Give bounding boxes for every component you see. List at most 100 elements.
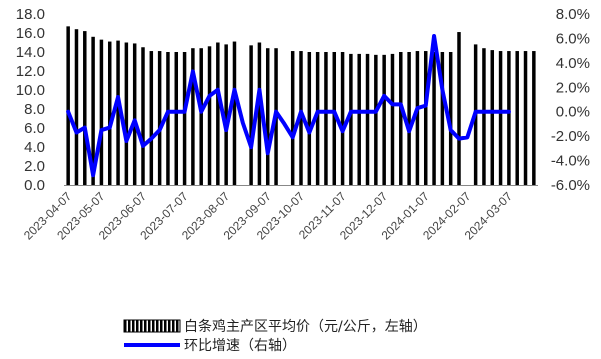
bar-27 [290, 51, 295, 185]
line-point-5 [108, 125, 112, 130]
left-tick-label: 18.0 [16, 6, 45, 23]
right-tick-label: 6.0% [556, 30, 590, 47]
bar-42 [415, 51, 420, 185]
left-tick-label: 16.0 [16, 25, 45, 42]
bar-47 [457, 32, 461, 185]
line-point-34 [349, 110, 353, 114]
bar-16 [199, 48, 203, 186]
bar-20 [232, 41, 237, 185]
line-point-52 [498, 110, 503, 114]
line-point-46 [449, 128, 453, 132]
line-point-48 [465, 135, 469, 139]
bar-4 [99, 39, 104, 186]
left-tick-label: 0.0 [24, 177, 45, 194]
line-point-47 [457, 136, 461, 141]
bar-22 [249, 45, 253, 185]
bar-51 [490, 50, 495, 185]
legend-swatch-bar [123, 319, 181, 333]
bar-52 [498, 51, 503, 185]
bar-41 [407, 52, 411, 185]
left-tick-label: 12.0 [16, 63, 45, 80]
bar-24 [265, 48, 270, 186]
line-point-45 [440, 88, 444, 92]
line-point-28 [299, 110, 303, 114]
bar-15 [191, 48, 195, 186]
bar-8 [132, 43, 137, 186]
line-point-10 [149, 136, 153, 141]
bar-34 [349, 53, 353, 186]
line-point-23 [257, 88, 262, 92]
bar-5 [107, 41, 112, 185]
bar-10 [149, 51, 154, 185]
line-point-25 [274, 110, 278, 114]
legend: 白条鸡主产区平均价（元/公斤，左轴） 环比增速（右轴） [123, 318, 427, 354]
left-tick-label: 8.0 [24, 101, 45, 118]
bar-54 [515, 51, 519, 185]
bar-46 [448, 52, 453, 185]
x-axis: 2023-04-072023-05-072023-06-072023-07-07… [21, 185, 538, 243]
bar-40 [399, 52, 403, 185]
line-point-33 [340, 129, 345, 133]
line-point-43 [424, 104, 428, 108]
bar-36 [365, 53, 370, 186]
line-point-37 [374, 110, 378, 114]
bar-13 [174, 52, 179, 185]
line-point-21 [241, 121, 245, 125]
bar-9 [141, 47, 145, 185]
right-tick-label: -6.0% [551, 177, 590, 194]
line-point-24 [266, 151, 270, 155]
right-tick-label: 2.0% [556, 79, 590, 96]
left-tick-label: 6.0 [24, 120, 45, 137]
line-point-35 [357, 110, 361, 114]
line-point-3 [91, 173, 95, 177]
line-point-14 [182, 110, 187, 114]
line-point-26 [282, 122, 286, 126]
bar-30 [315, 52, 320, 185]
line-point-27 [291, 135, 295, 139]
bar-17 [207, 46, 212, 185]
legend-label-bar: 白条鸡主产区平均价（元/公斤，左轴） [184, 318, 427, 335]
line-point-6 [116, 95, 120, 99]
line-point-15 [191, 69, 195, 74]
left-tick-label: 10.0 [16, 82, 45, 99]
right-tick-label: 0.0% [556, 104, 590, 121]
left-axis: 0.0 2.0 4.0 6.0 8.0 10.0 12.0 14.0 16.0 18.0 [16, 6, 45, 194]
line-point-40 [399, 102, 403, 106]
line-point-19 [224, 128, 228, 132]
line-point-1 [74, 130, 79, 135]
line-point-2 [83, 125, 87, 130]
bar-35 [357, 53, 361, 186]
line-point-22 [249, 145, 253, 149]
right-tick-label: -2.0% [551, 128, 590, 145]
bar-6 [116, 40, 120, 185]
line-point-39 [390, 102, 395, 106]
right-tick-label: 4.0% [556, 55, 590, 72]
bar-44 [432, 52, 436, 185]
line-point-13 [174, 110, 178, 114]
left-tick-label: 4.0 [24, 139, 45, 156]
line-point-38 [382, 94, 386, 98]
line-point-53 [507, 110, 511, 114]
right-axis: -6.0% -4.0% -2.0% 0.0% 2.0% 4.0% 6.0% 8.0% [551, 6, 590, 194]
line-point-51 [490, 110, 494, 114]
line-point-31 [324, 110, 328, 114]
line-point-9 [141, 144, 145, 148]
bar-0 [66, 26, 70, 185]
line-point-42 [415, 106, 420, 110]
line-point-8 [133, 118, 137, 122]
line-point-4 [99, 128, 104, 132]
left-tick-label: 14.0 [16, 44, 45, 61]
line-point-20 [232, 88, 237, 92]
left-tick-label: 2.0 [24, 158, 45, 175]
bar-38 [382, 54, 386, 185]
bar-11 [157, 51, 162, 185]
bar-series [66, 26, 536, 186]
line-point-30 [316, 110, 320, 114]
line-point-12 [166, 110, 170, 114]
bar-7 [124, 42, 129, 185]
right-tick-label: 8.0% [556, 6, 590, 23]
bar-19 [224, 44, 228, 186]
bar-32 [332, 52, 337, 185]
bar-55 [523, 51, 528, 185]
